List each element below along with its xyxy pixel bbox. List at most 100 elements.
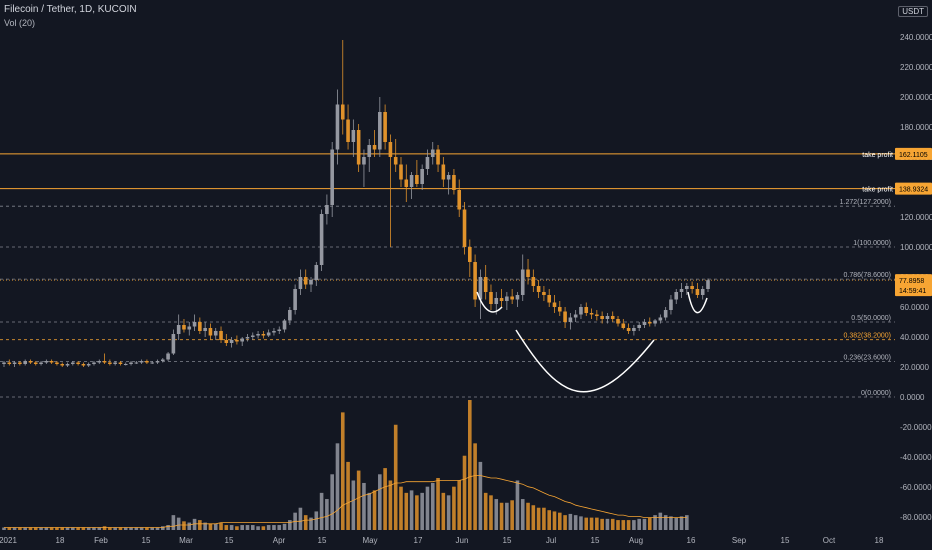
candle-body — [92, 362, 96, 364]
volume-bar — [595, 517, 599, 530]
volume-bar — [610, 518, 615, 530]
volume-bar — [224, 525, 229, 530]
x-tick-label: May — [362, 536, 377, 545]
fib-level-label: 0(0.0000) — [861, 390, 891, 397]
candle-body — [235, 340, 239, 342]
candle-body — [229, 340, 234, 343]
candle-body — [489, 292, 493, 304]
price-tag-label: 138.9324 — [899, 187, 928, 194]
candle-body — [690, 286, 694, 289]
candle-body — [595, 314, 599, 316]
volume-bar — [499, 502, 504, 530]
volume-bar — [335, 443, 340, 530]
candle-body — [663, 310, 668, 318]
candle-body — [55, 362, 59, 364]
volume-bar — [520, 499, 525, 530]
candle-body — [589, 313, 594, 315]
candle-body — [182, 325, 186, 330]
candle-body — [658, 317, 663, 321]
volume-bar — [33, 527, 38, 530]
volume-bar — [160, 526, 165, 530]
volume-bar — [383, 468, 387, 530]
candle-body — [520, 269, 525, 295]
candle-body — [49, 361, 54, 363]
volume-bar — [616, 520, 620, 530]
volume-bar — [309, 517, 313, 530]
x-tick-label: 17 — [414, 536, 423, 545]
x-tick-label: 15 — [318, 536, 327, 545]
candle-body — [415, 175, 419, 184]
candle-body — [647, 322, 652, 324]
candle-body — [240, 338, 244, 342]
volume-bar — [579, 516, 583, 530]
candle-body — [362, 157, 366, 165]
x-tick-label: Aug — [629, 536, 643, 545]
candle-body — [213, 331, 218, 336]
candle-body — [499, 298, 504, 301]
volume-bar — [213, 523, 218, 530]
volume-bar — [446, 495, 451, 530]
x-tick-label: Apr — [273, 536, 286, 545]
x-tick-label: 15 — [225, 536, 234, 545]
x-tick-label: Oct — [823, 536, 836, 545]
candle-body — [573, 314, 578, 318]
candle-body — [457, 190, 462, 210]
candle-body — [695, 289, 700, 295]
volume-bar — [92, 527, 96, 530]
candle-body — [584, 307, 589, 313]
candle-body — [192, 322, 197, 327]
candle-body — [330, 149, 334, 205]
volume-bar — [362, 482, 366, 530]
volume-bar — [658, 512, 663, 530]
candle-body — [568, 317, 573, 322]
y-tick-label: 180.0000 — [900, 123, 932, 132]
currency-badge[interactable]: USDT — [898, 6, 928, 17]
candle-body — [272, 331, 276, 333]
candle-body — [372, 145, 377, 150]
volume-bar — [415, 495, 419, 530]
volume-bar — [552, 511, 557, 530]
volume-bar — [235, 526, 239, 530]
volume-bar — [198, 520, 202, 530]
candle-body — [531, 277, 536, 286]
volume-bar — [23, 527, 27, 530]
fib-level-label: 0.236(23.6000) — [844, 355, 891, 362]
volume-bar — [81, 527, 86, 530]
candle-body — [436, 149, 440, 165]
candle-body — [23, 361, 27, 364]
candle-body — [71, 362, 75, 364]
volume-bar — [282, 523, 287, 530]
fib-level-label: 1.272(127.2000) — [840, 199, 891, 206]
volume-bar — [531, 505, 536, 530]
volume-bar — [187, 522, 192, 530]
volume-bar — [261, 526, 266, 530]
candle-body — [510, 296, 514, 300]
x-tick-label: 16 — [687, 536, 696, 545]
volume-bar — [155, 527, 160, 530]
candle-body — [557, 307, 562, 312]
candle-body — [547, 295, 552, 303]
candle-body — [351, 130, 356, 142]
y-tick-label: 20.0000 — [900, 363, 929, 372]
volume-bar — [547, 510, 552, 530]
candle-body — [108, 362, 112, 364]
y-tick-label: 220.0000 — [900, 63, 932, 72]
volume-bar — [330, 474, 334, 530]
volume-bar — [685, 515, 689, 530]
candle-body — [319, 214, 324, 265]
drawn-curve — [687, 291, 708, 314]
candle-body — [288, 310, 292, 321]
candle-body — [282, 320, 287, 330]
volume-bar — [489, 495, 493, 530]
candle-body — [219, 331, 223, 340]
candle-body — [187, 326, 192, 330]
volume-bar — [60, 527, 65, 530]
volume-ma-line — [4, 475, 687, 528]
y-tick-label: -40.0000 — [900, 453, 932, 462]
candle-body — [293, 289, 297, 310]
volume-bar — [425, 486, 430, 530]
volume-bar — [430, 482, 435, 530]
candle-body — [12, 362, 17, 364]
volume-bar — [632, 520, 636, 530]
